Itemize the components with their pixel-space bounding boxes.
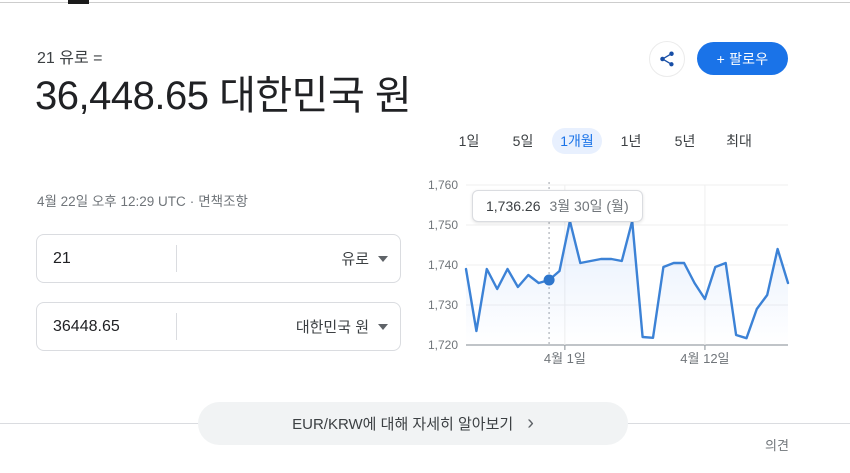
tooltip-value: 1,736.26 [486, 198, 541, 214]
chart-line [464, 219, 790, 340]
conversion-subtitle: 21 유로 = [37, 50, 103, 67]
chart-tooltip: 1,736.26 3월 30일 (월) [472, 190, 643, 222]
range-tabs: 1일 5일 1개월 1년 5년 최대 [442, 124, 766, 158]
top-divider [0, 2, 850, 3]
chart-y-labels: 1,760 1,750 1,740 1,730 1,720 [428, 178, 458, 352]
to-currency-label: 대한민국 원 [295, 319, 369, 336]
y-axis-label: 1,720 [428, 338, 458, 352]
chart-hover-dot [543, 274, 555, 286]
y-axis-label: 1,730 [428, 298, 458, 312]
chevron-down-icon [378, 323, 388, 330]
tab-1year[interactable]: 1년 [620, 133, 642, 149]
meta-separator: · [189, 194, 195, 209]
chevron-right-icon: › [527, 411, 534, 434]
tab-1day[interactable]: 1일 [458, 133, 480, 149]
learn-more-label: EUR/KRW에 대해 자세히 알아보기 [292, 416, 514, 433]
page-title: 36,448.65 대한민국 원 [35, 74, 412, 118]
converter-from-box: 유로 [36, 234, 401, 283]
tab-max[interactable]: 최대 [726, 133, 752, 149]
from-currency-label: 유로 [341, 251, 369, 268]
chevron-down-icon [378, 255, 388, 262]
top-tab-indicator [68, 0, 89, 4]
disclaimer-link[interactable]: 면책조항 [198, 194, 248, 209]
chart-x-labels: 4월 1일 4월 12일 [544, 351, 730, 366]
to-currency-select[interactable]: 대한민국 원 [296, 303, 388, 350]
rate-meta: 4월 22일 오후 12:29 UTC · 면책조항 [37, 190, 248, 210]
from-currency-select[interactable]: 유로 [341, 235, 388, 282]
tab-5day[interactable]: 5일 [512, 133, 534, 149]
tooltip-date: 3월 30일 (월) [549, 198, 629, 214]
y-axis-label: 1,760 [428, 178, 458, 192]
chart-x-ticks [564, 345, 706, 350]
tab-1month[interactable]: 1개월 [550, 124, 604, 158]
x-axis-label: 4월 12일 [680, 351, 729, 366]
y-axis-label: 1,750 [428, 218, 458, 232]
share-button[interactable] [649, 41, 685, 77]
rate-timestamp: 4월 22일 오후 12:29 UTC [37, 194, 186, 209]
to-amount-input[interactable] [37, 317, 157, 336]
learn-more-button[interactable]: EUR/KRW에 대해 자세히 알아보기 › [198, 402, 628, 445]
input-divider [176, 245, 177, 272]
tab-5year[interactable]: 5년 [674, 133, 696, 149]
x-axis-label: 4월 1일 [544, 351, 586, 366]
follow-button[interactable]: + 팔로우 [697, 42, 788, 75]
y-axis-label: 1,740 [428, 258, 458, 272]
rate-chart[interactable]: 1,760 1,750 1,740 1,730 1,720 4월 1일 4월 12일 [420, 178, 840, 373]
chart-area-fill [466, 221, 788, 345]
share-icon [660, 51, 674, 67]
feedback-link[interactable]: 의견 [765, 438, 789, 453]
converter-to-box: 대한민국 원 [36, 302, 401, 351]
from-amount-input[interactable] [37, 249, 157, 268]
input-divider [176, 313, 177, 340]
